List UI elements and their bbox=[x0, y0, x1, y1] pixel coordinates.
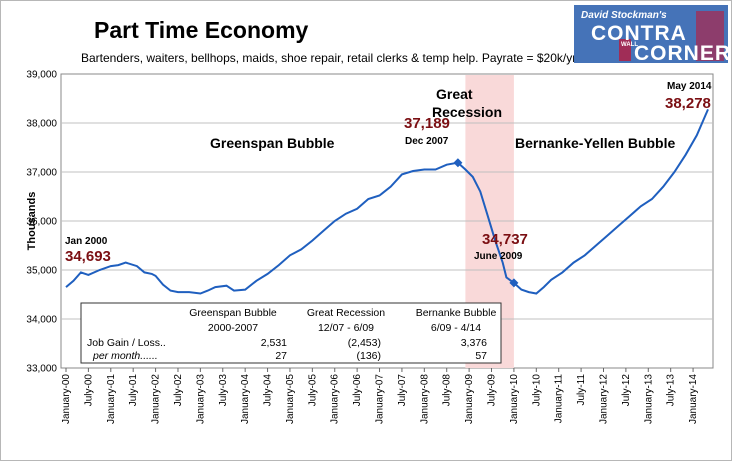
x-tick-label: January-10 bbox=[509, 374, 520, 424]
peak-date-label: Dec 2007 bbox=[405, 136, 449, 147]
markers bbox=[453, 158, 519, 288]
x-tick-label: July-07 bbox=[397, 374, 408, 407]
trough-value-label: 34,737 bbox=[482, 231, 528, 248]
end-date-label: May 2014 bbox=[667, 81, 712, 92]
x-tick-label: January-07 bbox=[375, 374, 386, 424]
x-tick-label: January-00 bbox=[61, 374, 72, 424]
start-date-label: Jan 2000 bbox=[65, 236, 108, 247]
logo-line2: CORNER bbox=[634, 42, 731, 65]
x-tick-label: July-11 bbox=[576, 374, 587, 406]
y-tick-label: 34,000 bbox=[26, 315, 57, 326]
y-tick-label: 36,000 bbox=[26, 217, 57, 228]
table-header-bernanke: Bernanke Bubble bbox=[416, 307, 497, 319]
y-tick-label: 33,000 bbox=[26, 364, 57, 375]
trough-marker bbox=[509, 278, 519, 288]
x-tick-label: July-05 bbox=[307, 374, 318, 407]
contra-corner-logo: David Stockman's CONTRA WALL CORNER bbox=[574, 5, 731, 65]
x-tick-label: July-00 bbox=[83, 374, 94, 407]
x-tick-label: July-06 bbox=[352, 374, 363, 407]
y-axis-label: Thousands bbox=[26, 192, 38, 251]
logo-wall: WALL bbox=[621, 42, 638, 48]
table-subheader-recession: 12/07 - 6/09 bbox=[318, 322, 374, 334]
trough-date-label: June 2009 bbox=[474, 251, 523, 262]
table-cell-month-greenspan: 27 bbox=[275, 350, 287, 362]
table-cell-gain-recession: (2,453) bbox=[348, 337, 381, 349]
x-tick-label: January-13 bbox=[643, 374, 654, 424]
bernanke-yellen-bubble-label: Bernanke-Yellen Bubble bbox=[515, 135, 675, 151]
chart-subtitle: Bartenders, waiters, bellhops, maids, sh… bbox=[81, 51, 579, 65]
x-tick-label: January-05 bbox=[285, 374, 296, 424]
x-tick-label: January-03 bbox=[195, 374, 206, 424]
table-cell-gain-greenspan: 2,531 bbox=[261, 337, 287, 349]
start-value-label: 34,693 bbox=[65, 248, 111, 265]
y-tick-label: 39,000 bbox=[26, 70, 57, 81]
x-tick-label: July-04 bbox=[263, 374, 274, 407]
x-tick-label: January-09 bbox=[464, 374, 475, 424]
x-tick-label: July-13 bbox=[666, 374, 677, 407]
table-cell-gain-bernanke: 3,376 bbox=[461, 337, 487, 349]
y-tick-label: 37,000 bbox=[26, 168, 57, 179]
table-header-recession: Great Recession bbox=[307, 307, 385, 319]
greenspan-bubble-label: Greenspan Bubble bbox=[210, 135, 335, 151]
y-tick-label: 38,000 bbox=[26, 119, 57, 130]
logo-line1: CONTRA bbox=[591, 22, 687, 45]
table-header-greenspan: Greenspan Bubble bbox=[189, 307, 277, 319]
x-tick-label: January-14 bbox=[688, 374, 699, 424]
x-tick-label: January-04 bbox=[240, 374, 251, 424]
table-subheader-bernanke: 6/09 - 4/14 bbox=[431, 322, 481, 334]
summary-table-box bbox=[80, 302, 502, 364]
chart-title: Part Time Economy bbox=[94, 17, 309, 43]
table-row-label-gain: Job Gain / Loss.. bbox=[87, 337, 166, 349]
peak-value-label: 37,189 bbox=[404, 115, 450, 132]
x-tick-label: January-12 bbox=[598, 374, 609, 424]
x-tick-label: January-06 bbox=[330, 374, 341, 424]
x-tick-label: July-08 bbox=[442, 374, 453, 407]
x-tick-label: January-01 bbox=[106, 374, 117, 424]
end-value-label: 38,278 bbox=[665, 95, 711, 112]
x-tick-label: January-11 bbox=[554, 374, 565, 424]
x-tick-label: July-03 bbox=[218, 374, 229, 407]
x-tick-label: July-10 bbox=[531, 374, 542, 407]
x-tick-label: July-01 bbox=[128, 374, 139, 407]
table-row-label-month: per month...... bbox=[92, 350, 158, 362]
table-subheader-greenspan: 2000-2007 bbox=[208, 322, 258, 334]
y-axis-ticks: 33,000 34,000 35,000 36,000 37,000 38,000 39,0… bbox=[26, 70, 57, 375]
x-tick-label: July-09 bbox=[487, 374, 498, 407]
x-axis-ticks: January-00 July-00 January-01 July-01 Januar… bbox=[61, 368, 699, 424]
x-tick-label: July-02 bbox=[173, 374, 184, 407]
x-tick-label: July-12 bbox=[621, 374, 632, 407]
table-cell-month-recession: (136) bbox=[356, 350, 381, 362]
x-tick-label: January-08 bbox=[419, 374, 430, 424]
logo-top-text: David Stockman's bbox=[581, 10, 667, 21]
table-cell-month-bernanke: 57 bbox=[475, 350, 487, 362]
x-tick-label: January-02 bbox=[151, 374, 162, 424]
summary-table: Greenspan Bubble Great Recession Bernank… bbox=[80, 302, 502, 364]
peak-marker bbox=[453, 158, 463, 168]
y-tick-label: 35,000 bbox=[26, 266, 57, 277]
great-recession-label-1: Great bbox=[436, 86, 473, 102]
great-recession-label-2: Recession bbox=[432, 104, 502, 120]
series-line bbox=[65, 109, 709, 295]
